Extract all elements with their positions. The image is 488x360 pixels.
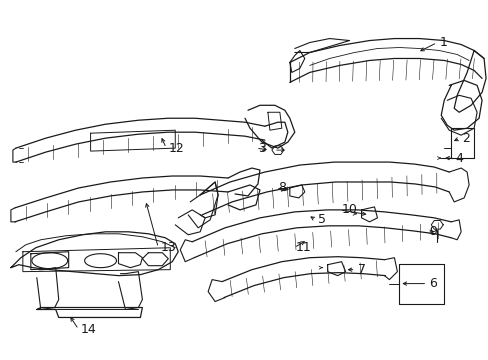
Text: 8: 8 [277, 181, 285, 194]
Text: 13: 13 [160, 241, 176, 254]
Text: 7: 7 [357, 263, 365, 276]
Text: 10: 10 [341, 203, 357, 216]
Text: 9: 9 [428, 225, 436, 238]
Text: 6: 6 [428, 277, 436, 290]
Text: 3: 3 [258, 141, 265, 155]
Text: 1: 1 [438, 36, 446, 49]
Text: 14: 14 [81, 323, 96, 336]
Text: 12: 12 [168, 141, 183, 155]
Text: 4: 4 [454, 152, 462, 165]
Text: 5: 5 [317, 213, 325, 226]
Text: 2: 2 [461, 132, 469, 145]
Text: 11: 11 [295, 241, 311, 254]
